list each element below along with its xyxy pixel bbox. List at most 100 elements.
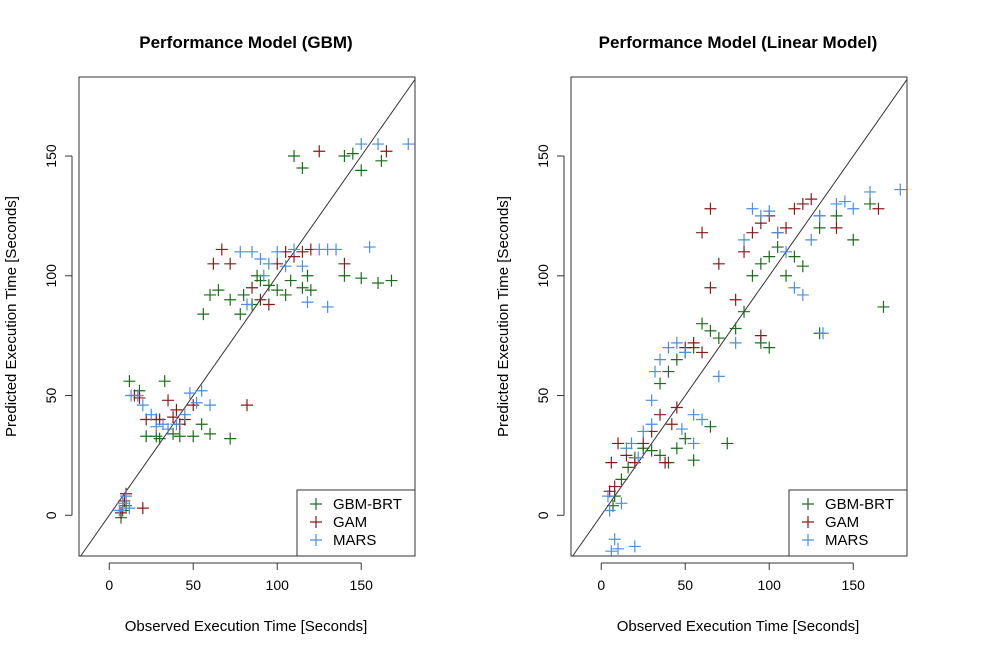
data-point	[780, 245, 793, 258]
data-point	[838, 195, 851, 208]
data-point	[712, 332, 725, 345]
plot-frame	[570, 76, 908, 557]
y-tick-label: 150	[43, 144, 59, 168]
data-point	[796, 260, 809, 273]
data-point	[649, 365, 661, 378]
y-tick-label: 50	[535, 388, 551, 404]
data-point	[120, 490, 133, 503]
data-point	[279, 288, 292, 301]
data-point	[241, 399, 253, 412]
data-point	[615, 497, 628, 510]
data-point	[136, 399, 149, 412]
data-point	[296, 162, 309, 175]
legend-marker	[310, 516, 322, 528]
data-point	[628, 540, 641, 553]
x-axis-title: Observed Execution Time [Seconds]	[125, 618, 368, 635]
y-tick-label: 100	[535, 264, 551, 288]
data-point	[271, 284, 284, 297]
data-point	[153, 432, 166, 445]
data-point	[224, 293, 237, 306]
series-2	[113, 138, 415, 517]
data-point	[864, 197, 877, 210]
data-point	[796, 197, 809, 210]
data-point	[113, 504, 126, 517]
data-point	[615, 473, 628, 486]
data-point	[296, 281, 309, 294]
data-point	[746, 202, 759, 215]
data-point	[195, 418, 208, 431]
data-point	[603, 485, 616, 498]
data-point	[788, 281, 801, 294]
data-point	[704, 324, 717, 337]
data-point	[246, 245, 259, 258]
data-point	[796, 288, 809, 301]
data-point	[704, 420, 717, 433]
y-tick-label: 50	[43, 388, 59, 404]
data-point	[670, 442, 683, 455]
series-1	[115, 145, 393, 519]
data-point	[612, 437, 625, 450]
data-point	[234, 245, 247, 258]
data-point	[830, 197, 843, 210]
data-point	[254, 293, 267, 306]
chart-title: Performance Model (Linear Model)	[599, 33, 878, 52]
legend-label: GAM	[825, 514, 859, 531]
data-point	[254, 274, 267, 287]
chart-panel-2: Performance Model (Linear Model) 0 50 100 15…	[495, 33, 908, 635]
data-point	[603, 504, 616, 517]
data-point	[284, 274, 297, 287]
y-axis-title: Predicted Execution Time [Seconds]	[3, 196, 20, 437]
x-tick-label: 100	[266, 577, 290, 593]
data-point	[279, 260, 292, 273]
data-point	[788, 250, 801, 263]
data-point	[607, 499, 619, 512]
data-point	[625, 437, 638, 450]
data-point	[670, 336, 683, 349]
data-point	[679, 346, 692, 359]
data-point	[224, 257, 237, 270]
data-point	[262, 279, 275, 292]
data-point	[167, 411, 180, 424]
data-point	[204, 427, 217, 440]
data-point	[190, 396, 203, 409]
data-point	[864, 185, 877, 198]
data-point	[601, 490, 614, 503]
data-point	[338, 269, 351, 282]
data-point	[687, 336, 700, 349]
data-point	[224, 432, 237, 445]
data-point	[288, 243, 301, 256]
legend-marker	[802, 498, 814, 510]
data-point	[712, 370, 725, 383]
data-point	[788, 202, 801, 215]
x-tick-label: 100	[758, 577, 782, 593]
data-point	[241, 298, 253, 311]
data-point	[372, 138, 385, 151]
data-point	[212, 284, 225, 297]
data-point	[338, 257, 351, 270]
data-point	[123, 502, 136, 515]
data-point	[178, 408, 191, 421]
data-point	[813, 209, 826, 222]
data-point	[654, 408, 667, 421]
y-tick-label: 100	[43, 264, 59, 288]
data-point	[131, 389, 144, 402]
data-point	[813, 221, 826, 234]
data-point	[877, 300, 890, 313]
data-point	[763, 205, 776, 218]
data-point	[118, 494, 131, 507]
data-point	[754, 257, 767, 270]
data-point	[254, 253, 267, 266]
data-point	[136, 502, 149, 515]
data-point	[187, 399, 200, 412]
data-point	[170, 418, 183, 431]
data-point	[380, 145, 393, 158]
data-point	[145, 408, 158, 421]
data-point	[355, 164, 368, 177]
data-point	[830, 209, 843, 222]
data-point	[805, 233, 818, 246]
data-point	[679, 432, 692, 445]
data-point	[729, 336, 742, 349]
plot-frame	[78, 76, 416, 557]
data-point	[301, 269, 314, 282]
data-point	[738, 305, 751, 318]
